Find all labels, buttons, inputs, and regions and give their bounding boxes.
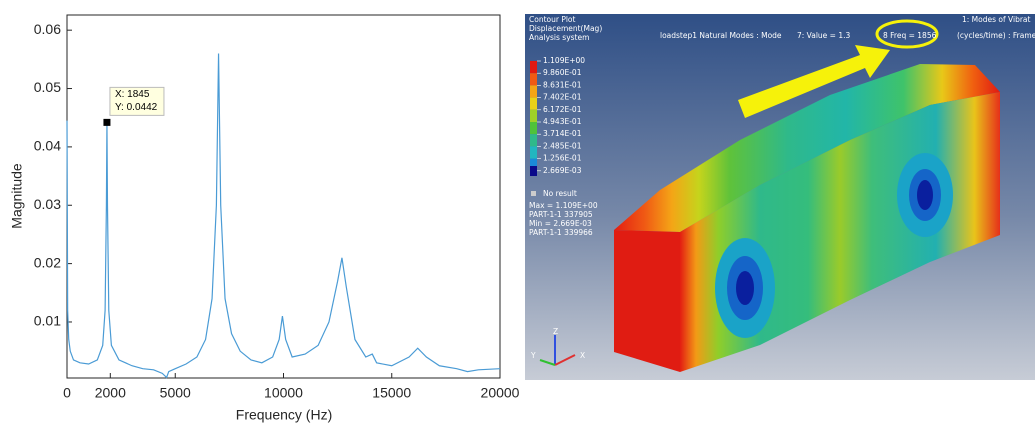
datatip-label: X: 1845 [115, 89, 150, 100]
contour-spot [736, 271, 754, 305]
info-line: PART-1-1 337905 [529, 210, 593, 219]
legend-swatch [530, 73, 537, 85]
header-text: loadstep1 Natural Modes : Mode [660, 31, 782, 40]
contour-spot [917, 180, 933, 210]
header-text: 7: Value = 1.3 [797, 31, 850, 40]
legend-swatch [530, 146, 537, 158]
plot-title-line: Contour Plot [529, 15, 576, 24]
y-axis-label: Magnitude [9, 163, 25, 229]
legend-swatch [530, 85, 537, 97]
y-tick-label: 0.05 [34, 79, 61, 95]
triad-label: X [580, 351, 585, 360]
header-text: 8 Freq = 1856 [883, 31, 937, 40]
info-line: PART-1-1 339966 [529, 228, 593, 237]
x-axis-label: Frequency (Hz) [236, 407, 332, 423]
legend-label: 4.943E-01 [543, 117, 582, 126]
y-tick-label: 0.02 [34, 254, 61, 270]
header-text: (cycles/time) : Frame [957, 31, 1035, 40]
header-text: 1: Modes of Vibrat [962, 15, 1031, 24]
legend-swatch [530, 110, 537, 122]
page: Frequency (Hz) Magnitude 0 2000 5000 10000 1… [0, 0, 1035, 424]
datatip-marker [103, 119, 110, 126]
plot-title-line: Displacement(Mag) [529, 24, 602, 33]
x-tick-label: 15000 [372, 385, 411, 401]
legend-label: 3.714E-01 [543, 129, 582, 138]
info-line: Max = 1.109E+00 [529, 201, 598, 210]
legend-label: 8.631E-01 [543, 80, 582, 89]
info-line: Min = 2.669E-03 [529, 219, 592, 228]
x-tick-label: 10000 [264, 385, 303, 401]
x-tick-label: 2000 [95, 385, 126, 401]
x-tick-label: 5000 [160, 385, 191, 401]
legend-label: 6.172E-01 [543, 105, 582, 114]
legend-swatch [530, 134, 537, 146]
legend-swatch [530, 98, 537, 110]
legend-label: 2.669E-03 [543, 166, 582, 175]
x-tick-label: 0 [63, 385, 71, 401]
y-tick-label: 0.06 [34, 21, 61, 37]
no-result-swatch [531, 191, 536, 196]
legend-label: 7.402E-01 [543, 93, 582, 102]
x-tick-label: 20000 [481, 385, 520, 401]
figure: Frequency (Hz) Magnitude 0 2000 5000 10000 1… [0, 0, 1035, 424]
y-tick-label: 0.04 [34, 138, 61, 154]
legend-label: 1.109E+00 [543, 56, 585, 65]
legend-swatch [530, 166, 537, 176]
legend-label: 9.860E-01 [543, 68, 582, 77]
frequency-chart: Frequency (Hz) Magnitude 0 2000 5000 10000 1… [9, 15, 520, 423]
datatip-label: Y: 0.0442 [115, 102, 158, 113]
triad-label: Z [553, 327, 558, 336]
legend-swatch [530, 61, 537, 73]
legend-label: 1.256E-01 [543, 154, 582, 163]
y-tick-label: 0.01 [34, 313, 61, 329]
y-tick-label: 0.03 [34, 196, 61, 212]
legend-swatch [530, 122, 537, 134]
no-result-label: No result [543, 189, 577, 198]
beam-end-face [614, 230, 680, 372]
plot-title-line: Analysis system [529, 33, 589, 42]
legend-label: 2.485E-01 [543, 141, 582, 150]
triad-label: Y [530, 351, 536, 360]
